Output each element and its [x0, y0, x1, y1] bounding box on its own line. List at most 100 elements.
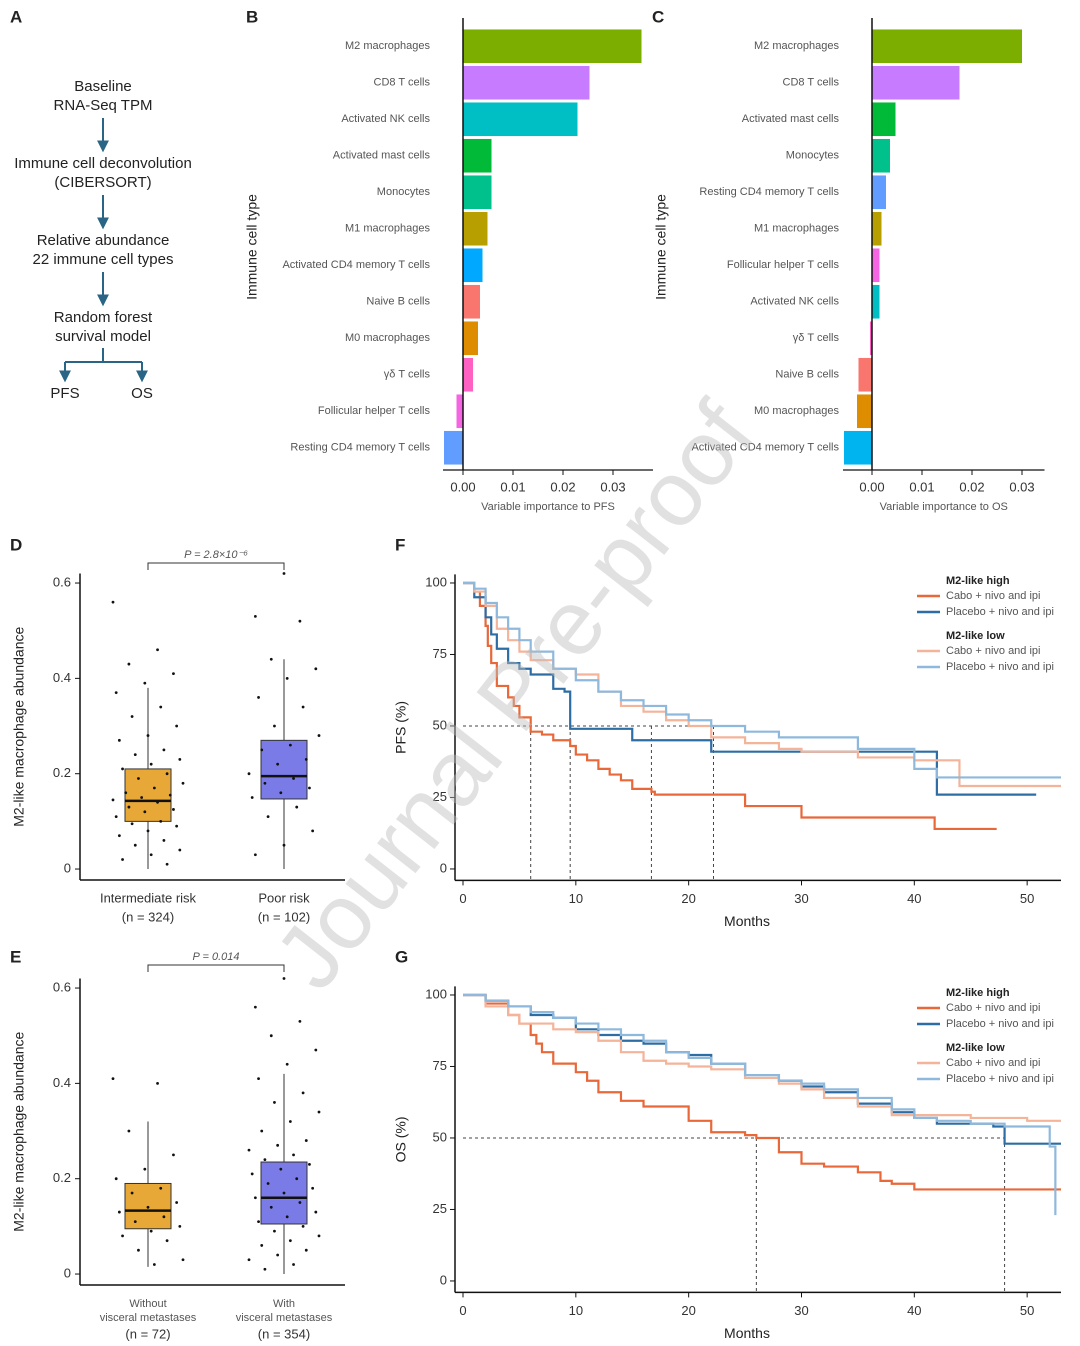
y-axis-label: M2-like macrophage abundance	[11, 627, 27, 827]
x-tick-label: 0	[459, 891, 466, 906]
point	[263, 1158, 267, 1162]
x-tick-label: 0.02	[550, 479, 575, 494]
watermark: Journal Pre-proof	[256, 384, 774, 1007]
point	[314, 667, 318, 671]
y-tick-label: 0.6	[53, 574, 71, 589]
p-bracket	[147, 562, 285, 570]
category-label: M0 macrophages	[345, 332, 430, 344]
point	[308, 1163, 311, 1166]
category-label: Follicular helper T cells	[318, 405, 431, 417]
point	[285, 1215, 289, 1219]
group-size: (n = 72)	[125, 1326, 170, 1341]
point	[159, 1186, 163, 1190]
point	[298, 1201, 302, 1204]
point	[114, 691, 118, 695]
category-label: Naive B cells	[775, 369, 839, 381]
point	[304, 758, 308, 761]
point	[162, 1215, 166, 1219]
point	[127, 662, 131, 666]
point	[159, 819, 163, 823]
point	[178, 1224, 182, 1228]
point	[269, 657, 273, 661]
point	[149, 853, 153, 857]
category-label: Activated NK cells	[341, 113, 430, 125]
point	[152, 786, 156, 790]
bar	[872, 65, 960, 100]
x-tick-label: visceral metastases	[236, 1312, 333, 1324]
point	[130, 1191, 134, 1195]
box	[124, 768, 172, 822]
point	[292, 1263, 295, 1266]
point	[273, 1229, 276, 1233]
point	[257, 1220, 260, 1224]
x-axis-label: Variable importance to PFS	[481, 501, 615, 513]
point	[181, 1258, 185, 1262]
point	[304, 1139, 308, 1142]
point	[117, 738, 121, 742]
point	[253, 615, 257, 618]
point	[247, 1148, 251, 1152]
point	[273, 724, 276, 728]
km-curve	[463, 581, 997, 831]
legend-entry: Placebo + nivo and ipi	[946, 1073, 1054, 1085]
point	[137, 777, 140, 780]
legend-title: M2-like low	[946, 630, 1005, 642]
category-label: Activated CD4 memory T cells	[282, 259, 430, 271]
point	[301, 1091, 305, 1095]
point	[175, 1201, 179, 1204]
x-tick-label: Poor risk	[258, 890, 310, 905]
point	[172, 672, 175, 676]
legend-title: M2-like high	[946, 575, 1010, 587]
point	[165, 862, 169, 866]
point	[143, 681, 147, 685]
x-tick-label: With	[273, 1298, 295, 1310]
point	[127, 805, 131, 809]
x-axis-label: Months	[724, 1325, 770, 1341]
bar	[844, 430, 872, 465]
y-tick-label: 25	[433, 1201, 447, 1216]
y-tick-label: 25	[433, 789, 447, 804]
point	[285, 676, 289, 680]
category-label: M2 macrophages	[754, 40, 839, 52]
x-tick-label: Intermediate risk	[100, 890, 197, 905]
point	[165, 1239, 169, 1243]
bar	[857, 394, 872, 429]
panel-label: C	[652, 7, 664, 26]
bar	[872, 102, 896, 137]
km-curve	[463, 581, 1061, 779]
point	[282, 1191, 286, 1195]
point	[250, 796, 254, 799]
point	[253, 853, 257, 857]
x-axis-label: Variable importance to OS	[880, 501, 1008, 513]
x-tick-label: 0.03	[600, 479, 625, 494]
point	[260, 748, 264, 752]
point	[111, 600, 115, 604]
legend-entry: Placebo + nivo and ipi	[946, 606, 1054, 618]
point	[250, 1172, 254, 1176]
point	[292, 777, 295, 780]
point	[111, 798, 115, 802]
point	[121, 767, 124, 771]
point	[178, 848, 182, 852]
flow-node: Relative abundance	[37, 232, 170, 249]
category-label: M2 macrophages	[345, 40, 430, 52]
point	[162, 839, 166, 842]
y-tick-label: 50	[433, 1129, 447, 1144]
point	[266, 1182, 270, 1185]
legend-title: M2-like low	[946, 1042, 1005, 1054]
x-tick-label: 50	[1020, 1303, 1034, 1318]
x-tick-label: 40	[907, 891, 921, 906]
y-tick-label: 0.2	[53, 765, 71, 780]
group-size: (n = 324)	[122, 909, 174, 924]
y-tick-label: 0.2	[53, 1170, 71, 1185]
y-tick-label: 0	[440, 860, 447, 875]
x-tick-label: 0.01	[909, 479, 934, 494]
point	[117, 834, 121, 838]
point	[269, 1034, 273, 1038]
flowchart: Baseline RNA-Seq TPM Immune cell deconvo…	[14, 78, 192, 402]
point	[181, 781, 185, 785]
point	[162, 748, 166, 752]
box	[124, 1182, 172, 1230]
x-tick-label: 10	[569, 1303, 583, 1318]
